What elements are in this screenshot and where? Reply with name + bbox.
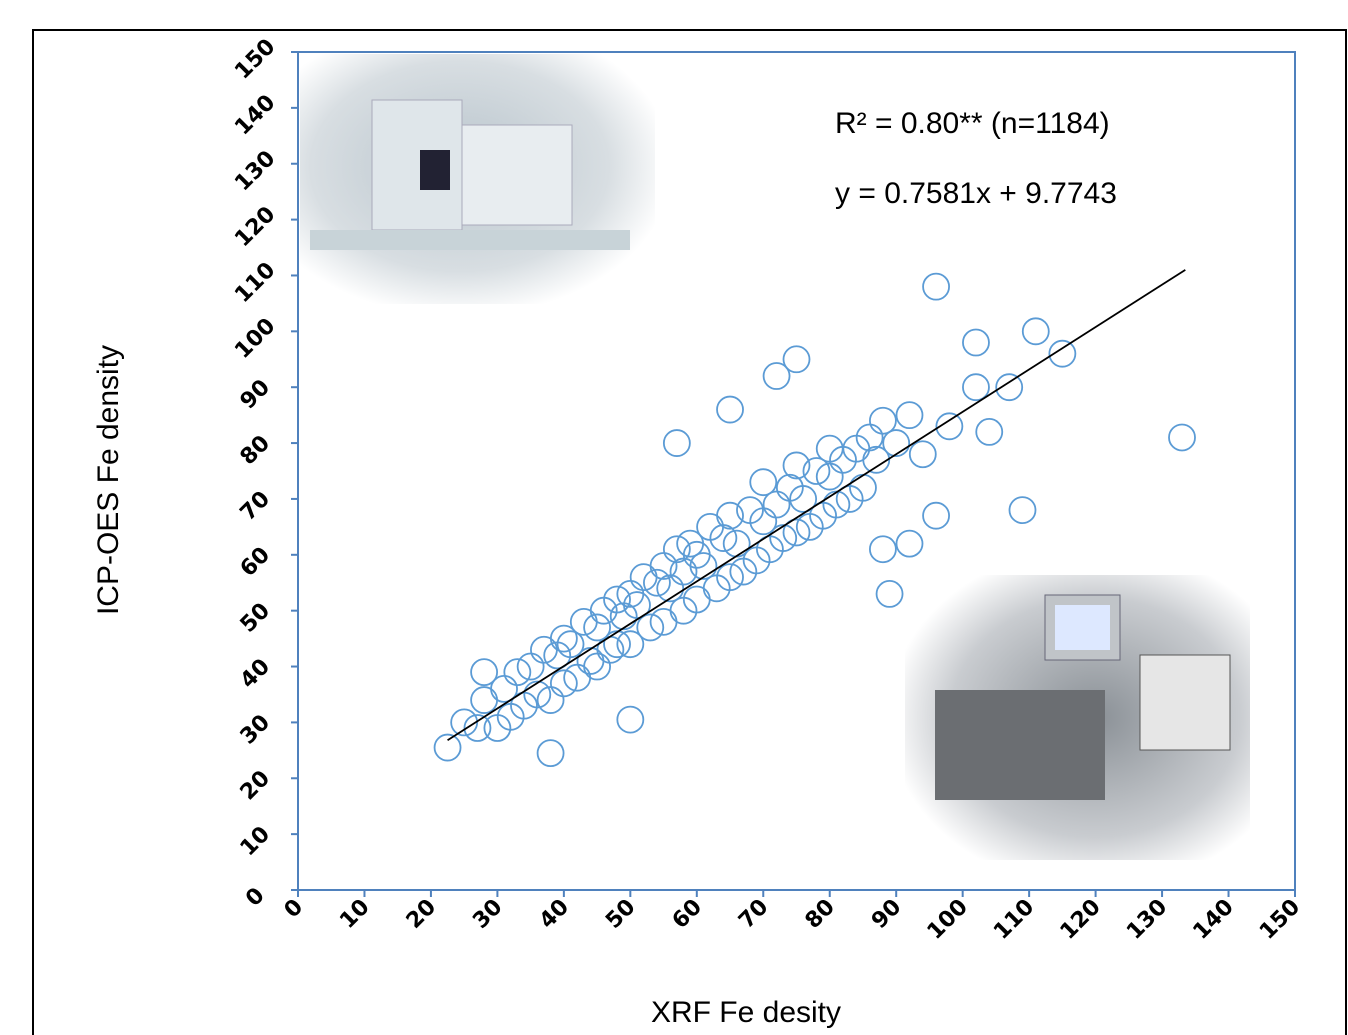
- y-tick-label: 80: [236, 431, 275, 470]
- y-tick-label: 20: [236, 766, 275, 805]
- x-axis-label: XRF Fe desity: [651, 996, 841, 1029]
- annotation: y = 0.7581x + 9.7743: [835, 177, 1117, 210]
- page: R² = 0.80** (n=1184) y = 0.7581x + 9.774…: [0, 0, 1348, 1035]
- y-tick-label: 110: [230, 258, 280, 308]
- y-tick-label: 120: [230, 202, 280, 252]
- y-tick-label: 100: [230, 314, 280, 364]
- chart: R² = 0.80** (n=1184) y = 0.7581x + 9.774…: [0, 0, 1348, 1035]
- y-tick-label: 60: [236, 543, 275, 582]
- x-tick-label: 100: [923, 895, 973, 945]
- x-tick-label: 50: [601, 895, 640, 934]
- y-tick-label: 30: [236, 710, 275, 749]
- x-tick-label: 40: [535, 895, 574, 934]
- x-tick-label: 20: [402, 895, 441, 934]
- x-tick-label: 140: [1189, 895, 1239, 945]
- x-tick-label: 120: [1056, 895, 1106, 945]
- y-tick-label: 40: [236, 654, 275, 693]
- annotation: R² = 0.80** (n=1184): [835, 107, 1110, 140]
- y-tick-label: 130: [230, 146, 280, 196]
- x-tick-label: 10: [335, 895, 374, 934]
- x-tick-label: 0: [280, 895, 309, 924]
- x-tick-label: 150: [1255, 895, 1305, 945]
- y-tick-label: 90: [236, 375, 275, 414]
- photo-icp: [300, 54, 655, 304]
- y-axis-label: ICP-OES Fe density: [92, 345, 125, 615]
- y-tick-label: 150: [230, 34, 280, 84]
- y-tick-label: 0: [241, 883, 270, 912]
- x-tick-label: 60: [668, 895, 707, 934]
- x-tick-label: 30: [468, 895, 507, 934]
- x-tick-label: 70: [734, 895, 773, 934]
- y-tick-label: 70: [236, 487, 275, 526]
- x-tick-label: 110: [989, 895, 1039, 945]
- y-tick-label: 140: [230, 90, 280, 140]
- y-tick-label: 50: [236, 598, 275, 637]
- x-tick-label: 130: [1122, 895, 1172, 945]
- photo-xrf: [905, 575, 1250, 860]
- x-tick-label: 80: [801, 895, 840, 934]
- y-tick-label: 10: [236, 822, 275, 861]
- x-tick-label: 90: [867, 895, 906, 934]
